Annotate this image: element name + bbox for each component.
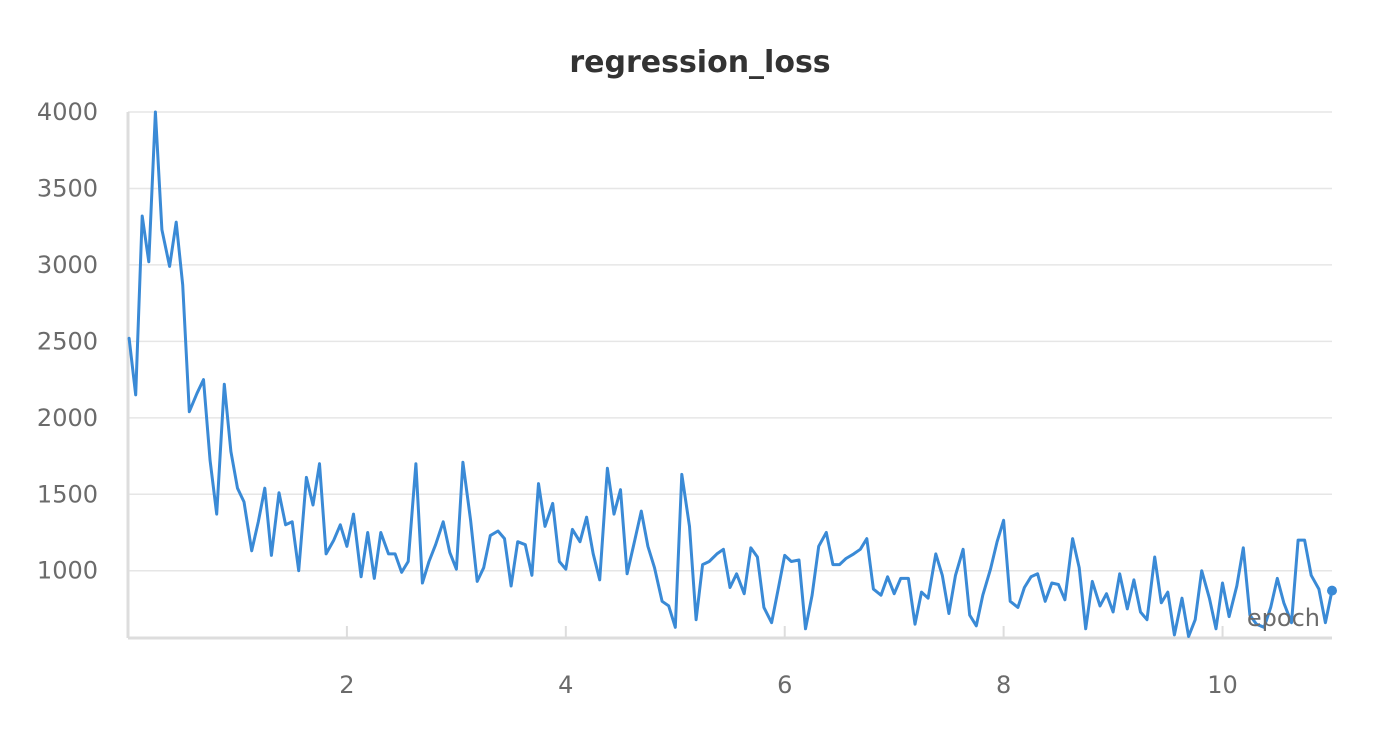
y-tick-label-0: 1000 (37, 557, 98, 585)
series-end-point-0 (1327, 585, 1337, 596)
series-line-0 (127, 110, 1334, 638)
x-axis-label: epoch (1247, 604, 1320, 632)
x-tick-label-1: 4 (558, 671, 573, 699)
axis-layer: 1000 1500 2000 2500 3000 3500 4000 2 4 6 8 10 (37, 98, 1332, 699)
y-tick-label-6: 4000 (37, 98, 98, 126)
y-tick-label-2: 2000 (37, 404, 98, 432)
x-tick-label-2: 6 (777, 671, 792, 699)
x-tick-label-0: 2 (339, 671, 354, 699)
series-layer (127, 110, 1337, 638)
y-tick-label-3: 2500 (37, 327, 98, 355)
y-tick-label-1: 1500 (37, 480, 98, 508)
y-tick-label-5: 3500 (37, 174, 98, 202)
grid-layer (128, 111, 1332, 572)
y-tick-label-4: 3000 (37, 251, 98, 279)
x-tick-label-3: 8 (996, 671, 1011, 699)
chart-title: regression_loss (569, 45, 830, 80)
x-tick-label-4: 10 (1207, 671, 1238, 699)
